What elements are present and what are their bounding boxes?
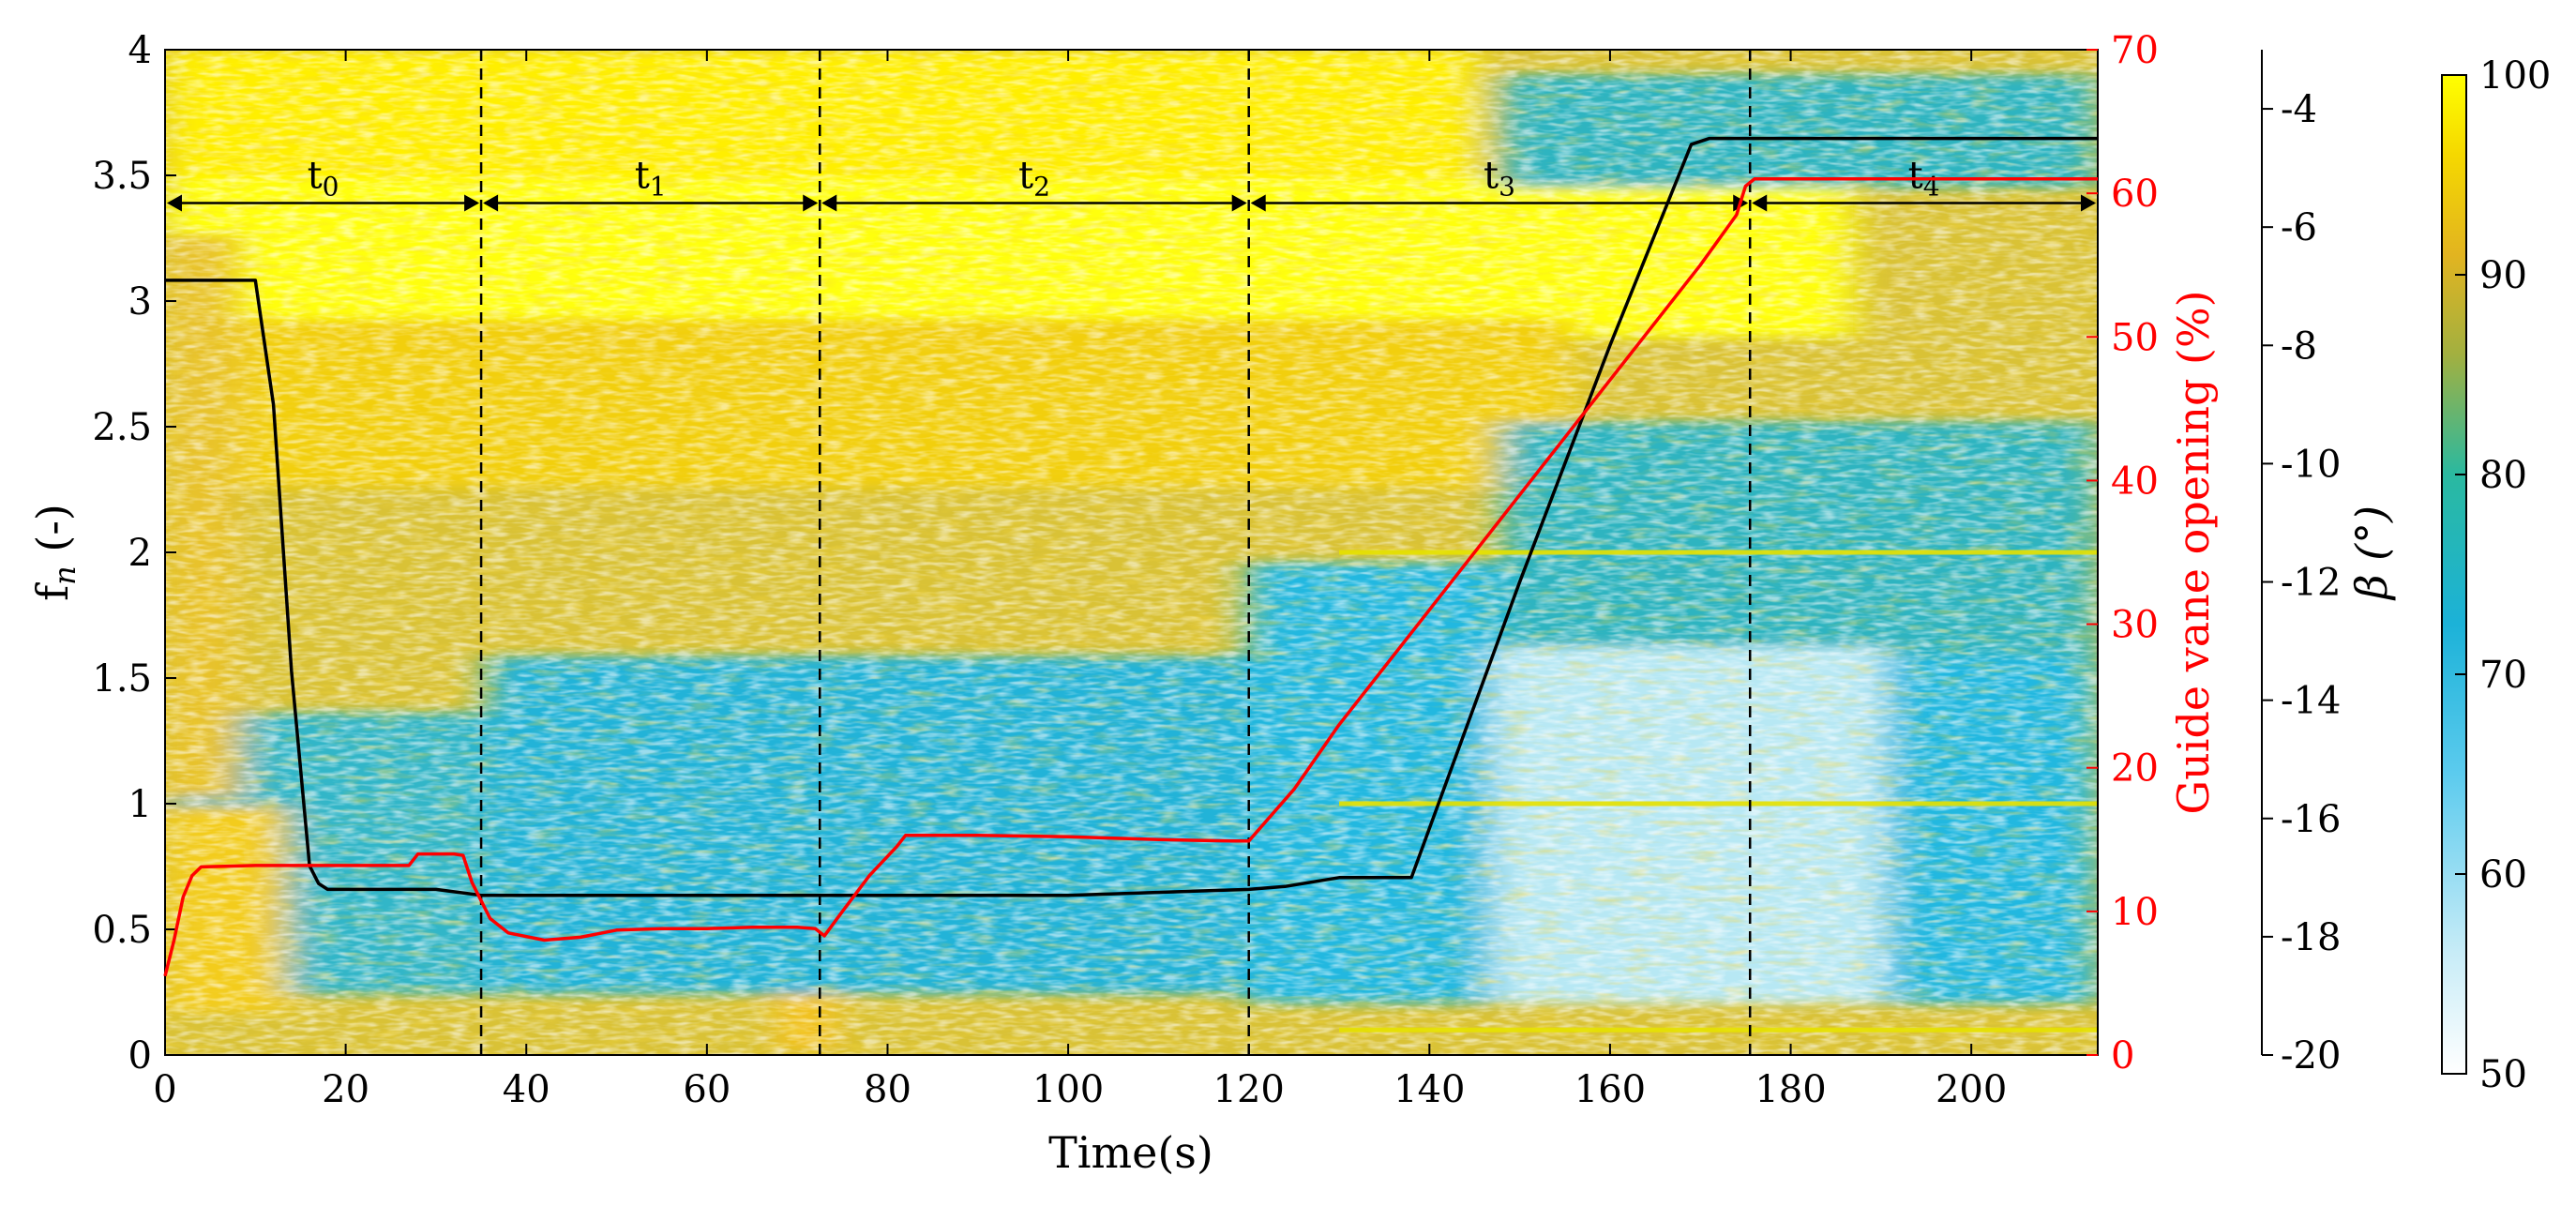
arrow-head: [821, 194, 837, 212]
beta-tick-label: -18: [2281, 916, 2341, 959]
beta-tick-label: -16: [2281, 798, 2341, 841]
period-arrows: t0 t1 t2 t3 t4: [167, 154, 2096, 212]
left-axis-ticks: 0 0.5 1 1.5 2 2.5 3 3.5 4: [92, 29, 176, 1078]
guide-vane-tick-label: 50: [2111, 316, 2159, 359]
arrow-head: [1250, 194, 1266, 212]
guide-vane-axis-ticks: 0 10 20 30 40 50 60 70: [2086, 29, 2159, 1078]
left-tick-label: 0: [128, 1034, 152, 1078]
arrow-head: [803, 194, 819, 212]
guide-vane-tick-label: 20: [2111, 747, 2159, 791]
colorbar-ticks: 50 60 70 80 90 100: [2455, 54, 2551, 1096]
guide-vane-tick-label: 40: [2111, 460, 2159, 503]
left-tick-label: 2: [128, 532, 152, 575]
left-tick-label: 2.5: [92, 406, 152, 449]
guide-vane-axis-label: Guide vane opening (%): [2168, 290, 2219, 814]
guide-vane-tick-label: 10: [2111, 891, 2159, 934]
series-lines: [163, 136, 2098, 977]
left-tick-label: 1.5: [92, 657, 152, 701]
x-axis-ticks: 0 20 40 60 80 100 120 140 160 180 200: [153, 50, 2007, 1111]
colorbar-tick-label: 70: [2479, 654, 2527, 697]
x-tick-label: 140: [1393, 1068, 1465, 1111]
guide-vane-tick-label: 70: [2111, 29, 2159, 72]
arrow-head: [483, 194, 499, 212]
arrow-head: [1752, 194, 1768, 212]
colorbar-tick-label: 60: [2479, 853, 2527, 897]
left-axis-label: fn (-): [27, 504, 83, 601]
beta-tick-label: -6: [2281, 206, 2317, 249]
period-label: t2: [1018, 154, 1050, 202]
x-tick-label: 100: [1032, 1068, 1104, 1111]
period-label: t0: [308, 154, 339, 202]
colorbar-tick-label: 50: [2479, 1053, 2527, 1096]
arrow-head: [2081, 194, 2096, 212]
beta-tick-label: -4: [2281, 88, 2317, 131]
colorbar: [2441, 74, 2467, 1075]
beta-axis-ticks: -20 -18 -16 -14 -12 -10 -8 -6 -4: [2262, 88, 2341, 1078]
beta-series-line: [165, 136, 2098, 897]
guide-vane-tick-label: 30: [2111, 604, 2159, 647]
x-tick-label: 200: [1936, 1068, 2007, 1111]
heatmap: [165, 50, 2098, 1055]
left-tick-label: 3.5: [92, 155, 152, 198]
left-tick-label: 4: [128, 29, 152, 72]
beta-axis-label: β (°): [2346, 505, 2397, 601]
guide-vane-tick-label: 0: [2111, 1034, 2134, 1078]
beta-tick-label: -8: [2281, 324, 2317, 368]
x-tick-label: 0: [153, 1068, 176, 1111]
beta-tick-label: -14: [2281, 680, 2341, 723]
left-tick-label: 1: [128, 783, 152, 826]
left-tick-label: 0.5: [92, 909, 152, 952]
colorbar-tick-label: 100: [2479, 54, 2551, 98]
period-label: t3: [1484, 154, 1515, 202]
guide-vane-tick-label: 60: [2111, 173, 2159, 216]
x-tick-label: 60: [683, 1068, 731, 1111]
x-tick-label: 40: [503, 1068, 550, 1111]
period-label: t1: [635, 154, 667, 202]
colorbar-tick-label: 80: [2479, 454, 2527, 497]
x-axis-label: Time(s): [1048, 1127, 1213, 1178]
left-tick-label: 3: [128, 280, 152, 324]
x-tick-label: 80: [864, 1068, 911, 1111]
x-tick-label: 180: [1755, 1068, 1826, 1111]
x-tick-label: 20: [322, 1068, 369, 1111]
colorbar-tick-label: 90: [2479, 254, 2527, 297]
guide-vane-series-line: [163, 177, 2098, 977]
arrow-head: [167, 194, 182, 212]
x-tick-label: 160: [1574, 1068, 1646, 1111]
arrow-head: [464, 194, 480, 212]
x-tick-label: 120: [1213, 1068, 1285, 1111]
beta-tick-label: -10: [2281, 443, 2341, 486]
beta-tick-label: -20: [2281, 1034, 2341, 1078]
beta-tick-label: -12: [2281, 562, 2341, 605]
arrow-head: [1231, 194, 1247, 212]
